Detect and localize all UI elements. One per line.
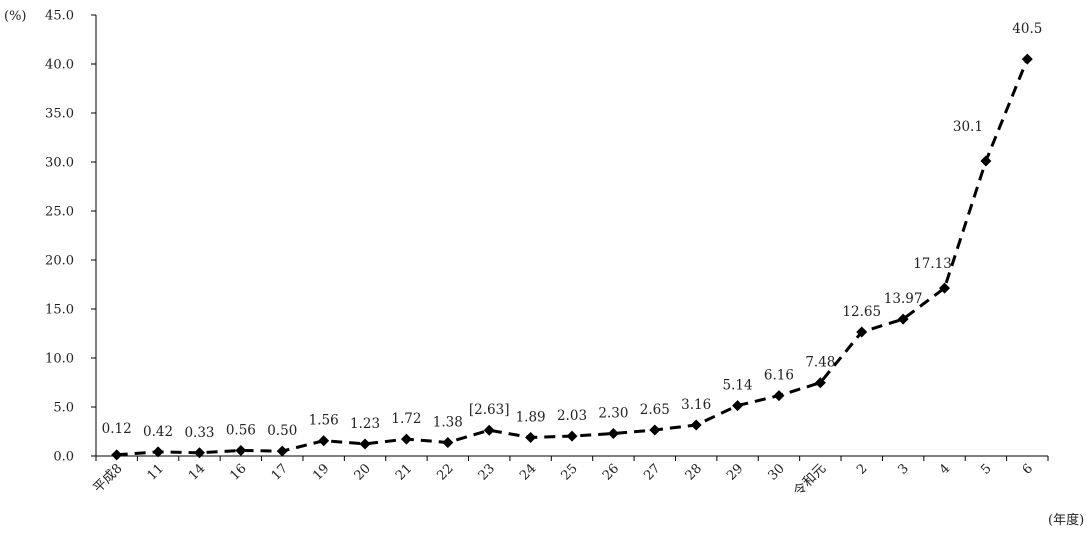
x-tick-label: 27 (641, 461, 663, 483)
y-tick-label: 10.0 (45, 352, 74, 367)
x-tick-label: 6 (1020, 461, 1036, 477)
x-tick-label: 17 (269, 461, 291, 483)
x-tick-label: 20 (352, 461, 374, 483)
data-label: 17.13 (913, 256, 952, 272)
data-point (193, 447, 205, 459)
data-labels: 0.12 0.42 0.33 0.56 0.50 1.56 1.23 1.72 1.38 [2.6… (102, 21, 1043, 441)
data-point (773, 390, 785, 402)
data-label: 1.56 (309, 413, 339, 429)
data-label: 6.16 (764, 368, 794, 384)
data-label: [2.63] (469, 402, 510, 418)
data-label: 12.65 (842, 304, 881, 320)
x-tick-label: 4 (937, 461, 953, 477)
data-label: 2.03 (557, 408, 587, 424)
data-label: 1.89 (516, 409, 546, 425)
y-tick-label: 5.0 (53, 401, 74, 416)
data-point (690, 419, 702, 431)
data-point (649, 424, 661, 436)
data-point (400, 433, 412, 445)
y-tick-label: 45.0 (45, 9, 74, 24)
y-tick-label: 15.0 (45, 303, 74, 318)
x-tick-label: 30 (765, 461, 787, 483)
data-point (442, 436, 454, 448)
data-label: 3.16 (681, 397, 711, 413)
series-line-group (116, 58, 1029, 457)
y-tick-label: 25.0 (45, 205, 74, 220)
y-axis-unit-label: (%) (4, 9, 27, 24)
data-label: 0.33 (184, 425, 214, 441)
y-tick-label: 20.0 (45, 254, 74, 269)
data-point (111, 449, 123, 461)
x-tick-label: 16 (227, 461, 249, 483)
x-tick-label: 28 (683, 461, 705, 483)
data-point (1021, 53, 1033, 65)
series-line (116, 58, 1029, 457)
data-point (566, 430, 578, 442)
x-axis: 平成8 11 14 16 17 19 20 21 22 23 24 25 26 27 28 29 30 令和元 2 3… (91, 455, 1049, 499)
x-tick-label: 23 (476, 461, 498, 483)
data-point (897, 313, 909, 325)
data-markers (111, 53, 1033, 461)
data-point (318, 435, 330, 447)
y-tick-label: 35.0 (45, 107, 74, 122)
y-tick-label: 40.0 (45, 58, 74, 73)
x-tick-label: 22 (434, 461, 456, 483)
data-label: 5.14 (723, 378, 753, 394)
data-label: 30.1 (953, 119, 983, 135)
x-tick-label: 5 (978, 461, 994, 477)
data-point (359, 438, 371, 450)
data-label: 1.23 (350, 416, 380, 432)
x-tick-label: 11 (145, 461, 167, 483)
data-point (980, 155, 992, 167)
data-label: 1.38 (433, 414, 463, 430)
data-label: 2.30 (598, 405, 628, 421)
data-point (856, 326, 868, 338)
x-axis-unit-label: (年度) (1048, 512, 1084, 528)
data-label: 7.48 (805, 355, 835, 371)
x-tick-label: 26 (600, 461, 622, 483)
y-tick-label: 30.0 (45, 156, 74, 171)
data-point (152, 446, 164, 458)
data-label: 0.12 (102, 421, 132, 437)
data-label: 0.50 (267, 423, 297, 439)
x-tick-label: 2 (854, 461, 870, 477)
data-point (483, 424, 495, 436)
data-label: 40.5 (1012, 21, 1042, 37)
data-point (814, 377, 826, 389)
x-tick-label: 3 (895, 461, 911, 477)
data-label: 0.56 (226, 423, 256, 439)
x-tick-label: 令和元 (791, 461, 829, 499)
x-tick-label: 25 (559, 461, 581, 483)
data-point (732, 400, 744, 412)
x-tick-label: 19 (310, 461, 332, 483)
data-point (525, 431, 537, 443)
data-label: 1.72 (391, 411, 421, 427)
data-label: 13.97 (884, 291, 923, 307)
data-label: 2.65 (640, 402, 670, 418)
x-tick-label: 21 (393, 461, 415, 483)
x-tick-label: 29 (724, 461, 746, 483)
y-axis: 0.0 5.0 10.0 15.0 20.0 25.0 30.0 35.0 40.0 45.0 (45, 9, 97, 465)
data-point (276, 445, 288, 457)
data-label: 0.42 (143, 424, 173, 440)
y-tick-label: 0.0 (53, 450, 74, 465)
x-tick-label: 24 (517, 461, 539, 483)
x-tick-label: 平成8 (91, 461, 126, 496)
data-point (939, 282, 951, 294)
data-point (607, 427, 619, 439)
data-point (235, 445, 247, 457)
x-tick-label: 14 (186, 461, 208, 483)
